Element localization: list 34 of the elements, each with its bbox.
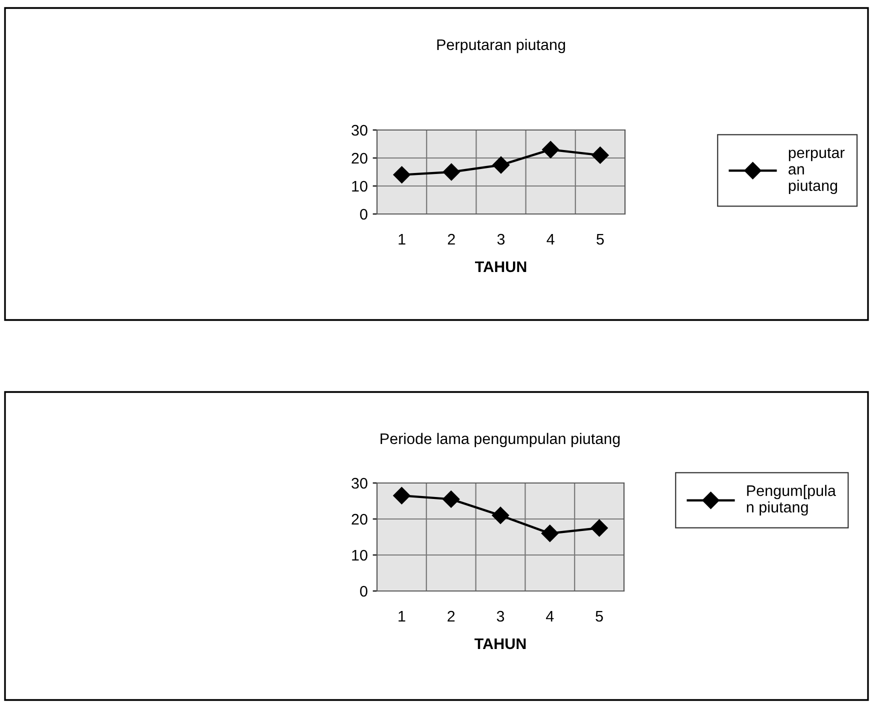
y-tick-label: 30 <box>352 124 368 136</box>
point <box>592 146 609 164</box>
legend-label: Pengum[pula n piutang <box>746 484 836 516</box>
x-axis-title: TAHUN <box>475 261 526 272</box>
x-tick-label: 5 <box>596 234 604 245</box>
legend-label: perputar an piutang <box>788 148 845 194</box>
point <box>442 490 460 508</box>
x-axis-title: TAHUN <box>474 638 526 650</box>
y-tick-label: 10 <box>352 550 368 561</box>
x-tick-label: 1 <box>398 611 406 622</box>
x-tick-label: 2 <box>448 610 455 622</box>
y-tick-label: 10 <box>352 180 368 192</box>
y-tick-label: 0 <box>360 208 368 220</box>
point <box>542 141 560 158</box>
x-tick-label: 3 <box>496 610 504 622</box>
chart-title: Periode lama pengumpulan piutang <box>380 432 620 448</box>
point <box>393 166 410 184</box>
point <box>492 506 510 524</box>
x-tick-label: 1 <box>398 234 406 245</box>
point <box>590 519 608 537</box>
x-tick-label: 3 <box>497 234 505 245</box>
x-tick-label: 5 <box>596 611 603 622</box>
y-tick-label: 0 <box>360 586 368 597</box>
point <box>442 163 460 181</box>
chart-title: Perputaran piutang <box>437 38 565 54</box>
x-tick-label: 4 <box>546 234 554 245</box>
y-tick-label: 30 <box>352 478 368 489</box>
point <box>393 487 410 504</box>
y-tick-label: 20 <box>352 514 368 525</box>
point <box>492 156 510 174</box>
x-tick-label: 2 <box>448 234 455 245</box>
y-tick-label: 20 <box>352 152 368 164</box>
point <box>541 524 558 542</box>
x-tick-label: 4 <box>546 611 554 622</box>
